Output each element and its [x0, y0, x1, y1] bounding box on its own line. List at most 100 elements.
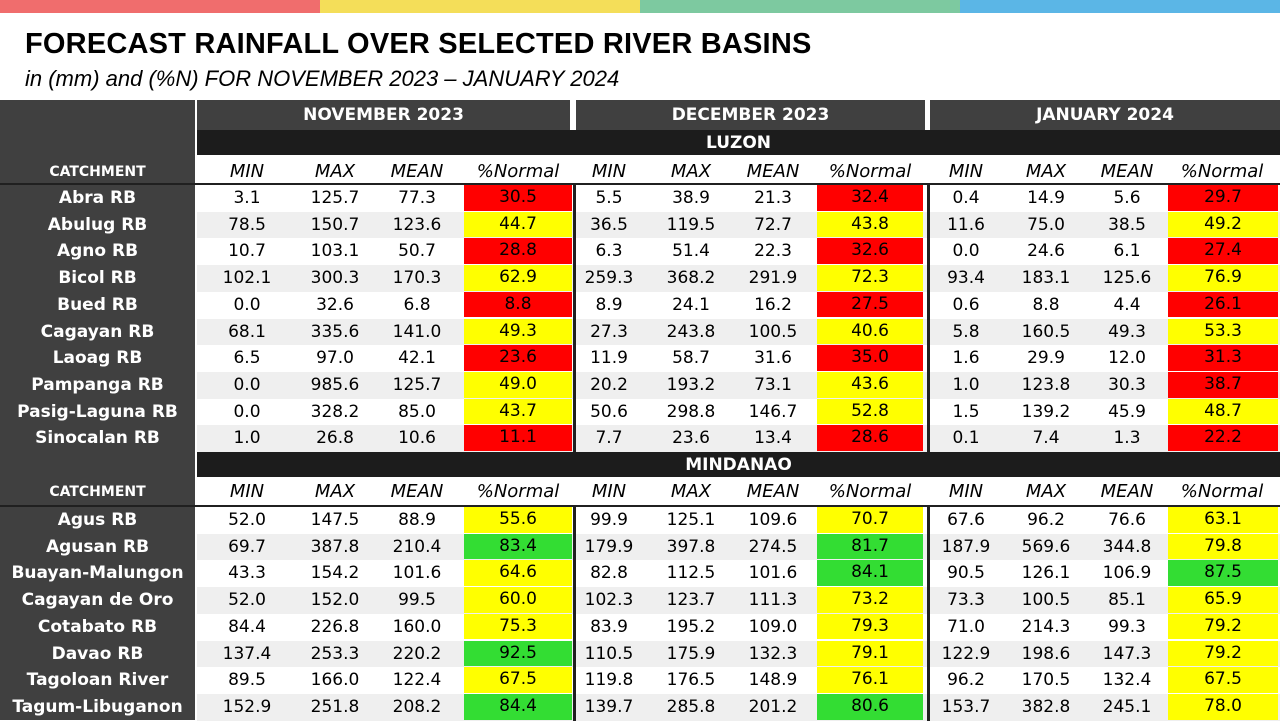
column-header-mean: MEAN [390, 161, 444, 182]
max-cell: 176.5 [666, 670, 716, 691]
mean-cell: 99.3 [1108, 616, 1146, 637]
table-row [197, 291, 1280, 319]
min-cell: 139.7 [584, 696, 634, 717]
pct-normal-cell: 64.6 [464, 560, 572, 587]
min-cell: 122.9 [941, 643, 991, 664]
mean-cell: 101.6 [748, 563, 798, 584]
pct-normal-cell: 67.5 [1168, 667, 1278, 693]
mean-cell: 106.9 [1102, 563, 1152, 584]
table-row [197, 318, 1280, 346]
max-cell: 175.9 [666, 643, 716, 664]
min-cell: 69.7 [228, 536, 266, 557]
catchment-name: Abra RB [58, 188, 137, 208]
catchment-name: Pampanga RB [31, 374, 164, 395]
max-cell: 14.9 [1027, 188, 1065, 208]
max-cell: 126.1 [1021, 563, 1071, 584]
min-cell: 99.9 [590, 510, 628, 530]
max-cell: 58.7 [672, 348, 710, 369]
table-row [197, 533, 1280, 561]
catchment-name: Cagayan de Oro [21, 590, 174, 611]
min-cell: 11.9 [590, 348, 628, 369]
max-cell: 147.5 [310, 510, 360, 530]
max-cell: 253.3 [310, 643, 360, 664]
max-cell: 226.8 [310, 616, 360, 637]
table-row [197, 587, 1280, 614]
mean-cell: 49.3 [1108, 321, 1146, 342]
column-header-pct-normal: %Normal [1180, 481, 1264, 502]
max-cell: 123.8 [1021, 374, 1071, 395]
mean-cell: 31.6 [754, 348, 792, 369]
max-cell: 100.5 [1021, 590, 1071, 611]
pct-normal-cell: 87.5 [1168, 560, 1278, 587]
mean-cell: 22.3 [754, 241, 792, 262]
pct-normal-cell: 35.0 [817, 345, 923, 371]
max-cell: 170.5 [1021, 670, 1071, 691]
min-cell: 1.6 [952, 348, 980, 369]
mean-cell: 21.3 [754, 188, 792, 208]
pct-normal-cell: 84.1 [817, 560, 923, 587]
pct-normal-cell: 48.7 [1168, 398, 1278, 425]
column-header-mean: MEAN [746, 161, 800, 182]
pct-normal-cell: 79.3 [817, 613, 923, 640]
min-cell: 52.0 [228, 510, 266, 530]
pct-normal-cell: 32.6 [817, 238, 923, 265]
column-header-pct-normal: %Normal [476, 481, 560, 502]
table-row [197, 345, 1280, 372]
column-header-pct-normal: %Normal [476, 161, 560, 182]
max-cell: 24.1 [672, 294, 710, 315]
pct-normal-cell: 29.7 [1168, 185, 1278, 211]
pct-normal-cell: 43.7 [464, 398, 572, 425]
min-cell: 96.2 [947, 670, 985, 691]
catchment-name: Cotabato RB [37, 616, 158, 637]
pct-normal-cell: 26.1 [1168, 291, 1278, 318]
header-divider [0, 505, 1280, 507]
table-row [197, 613, 1280, 641]
max-cell: 387.8 [310, 536, 360, 557]
min-cell: 0.0 [952, 241, 980, 262]
max-cell: 300.3 [310, 268, 360, 289]
pct-normal-cell: 11.1 [464, 425, 572, 451]
max-cell: 112.5 [666, 563, 716, 584]
catchment-name: Cagayan RB [40, 321, 155, 342]
table-row [197, 507, 1280, 534]
mean-cell: 132.4 [1102, 670, 1152, 691]
mean-cell: 220.2 [392, 643, 442, 664]
max-cell: 119.5 [666, 214, 716, 235]
mean-cell: 291.9 [748, 268, 798, 289]
max-cell: 285.8 [666, 696, 716, 717]
column-header-max: MAX [670, 481, 712, 502]
pct-normal-cell: 8.8 [464, 291, 572, 318]
min-cell: 52.0 [228, 590, 266, 611]
pct-normal-cell: 79.2 [1168, 640, 1278, 667]
pct-normal-cell: 40.6 [817, 318, 923, 345]
min-cell: 0.0 [233, 401, 261, 422]
min-cell: 90.5 [947, 563, 985, 584]
column-header-min: MIN [591, 481, 627, 502]
table-row [197, 560, 1280, 588]
catchment-name: Tagoloan River [26, 670, 169, 691]
mean-cell: 122.4 [392, 670, 442, 691]
max-cell: 125.1 [666, 510, 716, 530]
table-row [197, 667, 1280, 694]
column-header-min: MIN [229, 161, 265, 182]
pct-normal-cell: 83.4 [464, 533, 572, 560]
table-row [197, 265, 1280, 292]
min-cell: 68.1 [228, 321, 266, 342]
column-header-mean: MEAN [1100, 161, 1154, 182]
mean-cell: 109.0 [748, 616, 798, 637]
table-row [197, 398, 1280, 426]
catchment-name: Buayan-Malungon [11, 563, 184, 584]
mean-cell: 77.3 [398, 188, 436, 208]
pct-normal-cell: 38.7 [1168, 371, 1278, 398]
pct-normal-cell: 49.3 [464, 318, 572, 345]
pct-normal-cell: 49.2 [1168, 211, 1278, 238]
pct-normal-cell: 67.5 [464, 667, 572, 693]
min-cell: 259.3 [584, 268, 634, 289]
mean-cell: 146.7 [748, 401, 798, 422]
max-cell: 8.8 [1032, 294, 1060, 315]
max-cell: 24.6 [1027, 241, 1065, 262]
mean-cell: 101.6 [392, 563, 442, 584]
month-header-january: JANUARY 2024 [930, 100, 1280, 130]
max-cell: 32.6 [316, 294, 354, 315]
top-bar-segment-green [640, 0, 960, 13]
